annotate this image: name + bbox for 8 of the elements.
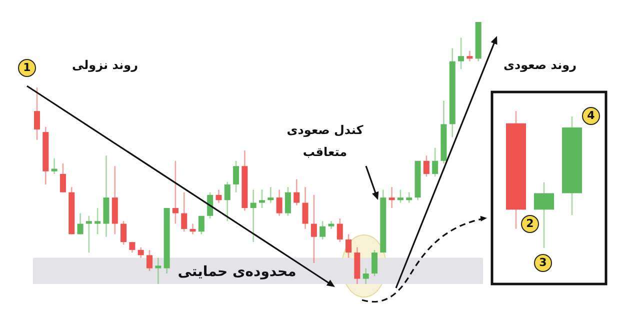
text: روند صعودی [502,57,578,74]
number-badge: 1 [18,59,36,77]
annotation: روند نزولی [70,57,140,74]
band-label: محدوده‌ی حمایتی [176,263,298,282]
annotation: کندل صعودی متعاقب [286,122,364,161]
number-badge: 3 [534,254,552,272]
number-badge: 2 [521,215,539,233]
number-badge: 4 [582,107,600,125]
